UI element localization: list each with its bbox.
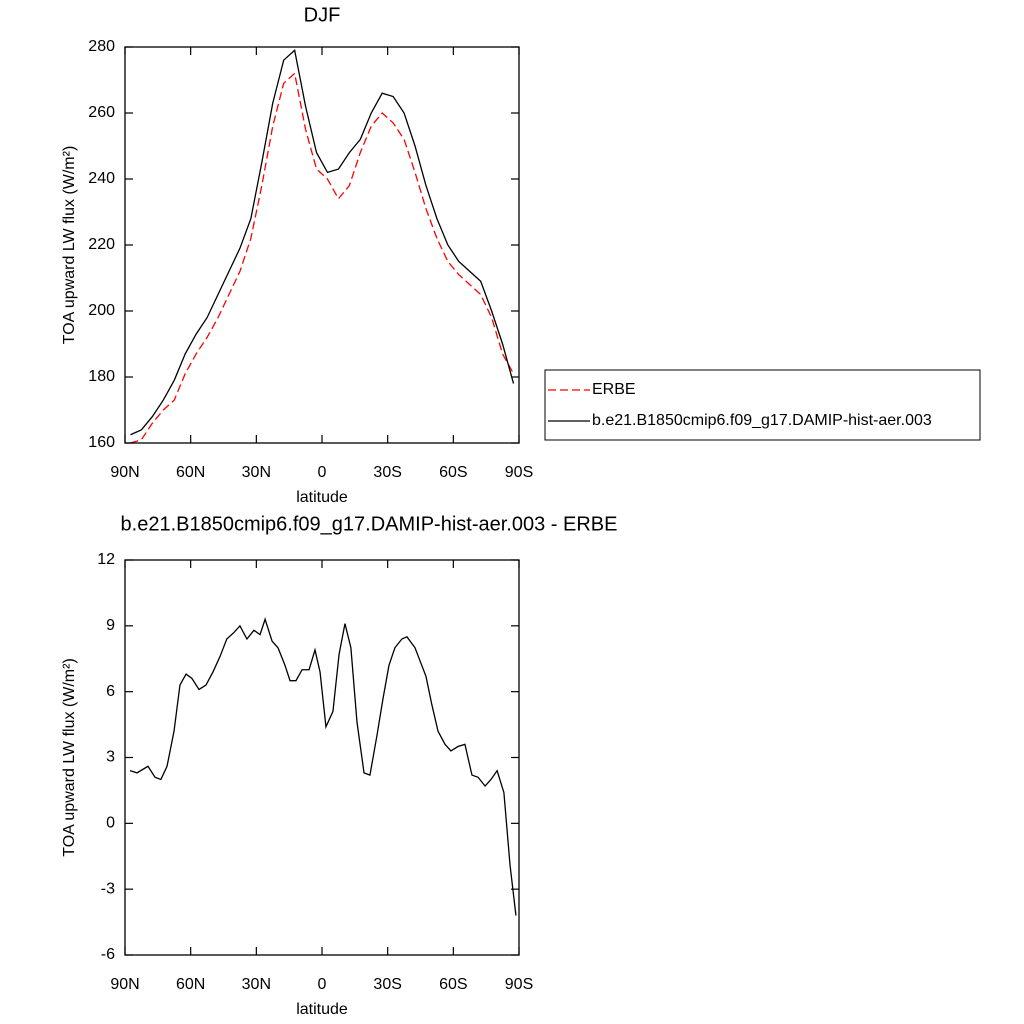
- series-line: [130, 49, 515, 436]
- y-tick-label: 160: [88, 434, 115, 451]
- chart-title: b.e21.B1850cmip6.f09_g17.DAMIP-hist-aer.…: [121, 513, 618, 535]
- x-tick-label: 30S: [373, 976, 401, 993]
- legend-label: b.e21.B1850cmip6.f09_g17.DAMIP-hist-aer.…: [592, 412, 932, 429]
- y-tick-label: 6: [106, 683, 115, 700]
- series-line: [129, 617, 517, 916]
- y-tick-label: 3: [106, 749, 115, 766]
- series-line: [130, 72, 515, 444]
- y-tick-label: -6: [101, 946, 115, 963]
- x-axis-label: latitude: [296, 1001, 348, 1018]
- y-tick-label: 240: [88, 170, 115, 187]
- x-tick-label: 30S: [373, 464, 401, 481]
- y-tick-label: 200: [88, 302, 115, 319]
- x-tick-label: 60S: [439, 976, 467, 993]
- y-tick-label: 180: [88, 368, 115, 385]
- y-axis-label: TOA upward LW flux (W/m²): [61, 146, 78, 345]
- legend-box: [544, 369, 981, 441]
- plot-frame: [124, 559, 520, 956]
- x-tick-label: 90N: [110, 464, 139, 481]
- x-tick-label: 90S: [505, 976, 533, 993]
- x-tick-label: 90S: [505, 464, 533, 481]
- x-axis-label: latitude: [296, 489, 348, 506]
- x-tick-label: 60N: [176, 464, 205, 481]
- y-axis-label: TOA upward LW flux (W/m²): [61, 658, 78, 857]
- y-tick-label: 260: [88, 104, 115, 121]
- y-tick-label: 0: [106, 815, 115, 832]
- x-tick-label: 0: [318, 464, 327, 481]
- x-tick-label: 60S: [439, 464, 467, 481]
- x-tick-label: 0: [318, 976, 327, 993]
- y-tick-label: 12: [97, 551, 115, 568]
- y-tick-label: 220: [88, 236, 115, 253]
- y-tick-label: 280: [88, 38, 115, 55]
- x-tick-label: 60N: [176, 976, 205, 993]
- legend-label: ERBE: [592, 381, 636, 398]
- y-tick-label: 9: [106, 617, 115, 634]
- x-tick-label: 90N: [110, 976, 139, 993]
- plot-frame: [124, 46, 520, 444]
- chart-title: DJF: [304, 4, 341, 26]
- x-tick-label: 30N: [242, 464, 271, 481]
- y-tick-label: -3: [101, 880, 115, 897]
- x-tick-label: 30N: [242, 976, 271, 993]
